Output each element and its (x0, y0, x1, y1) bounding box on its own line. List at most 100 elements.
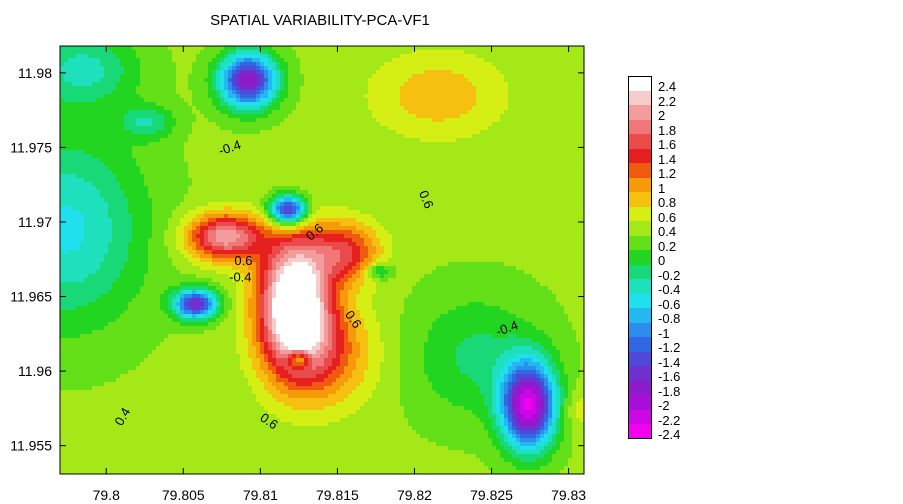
legend-label: 1.2 (658, 166, 677, 181)
legend-item: -1.8 (628, 380, 828, 399)
legend-label: -1.6 (658, 369, 681, 384)
y-tick-label: 11.975 (10, 139, 52, 155)
y-tick-label: 11.965 (10, 289, 52, 305)
legend-item: -0.8 (628, 308, 828, 326)
legend-item: 1.2 (628, 163, 828, 181)
legend-label: -0.6 (658, 296, 681, 312)
legend-swatch (628, 264, 652, 279)
legend-item: -2.2 (628, 409, 828, 428)
legend-item: -1.4 (628, 351, 828, 370)
legend-item: -1.6 (628, 366, 828, 384)
x-tick-label: 79.8 (93, 487, 120, 503)
x-tick-label: 79.82 (397, 487, 432, 503)
legend-item: -1 (628, 322, 828, 341)
legend-label: 0 (658, 253, 666, 268)
legend-swatch (628, 148, 652, 163)
y-tick-label: 11.96 (18, 363, 52, 379)
x-tick-label: 79.83 (551, 487, 586, 503)
legend-swatch (628, 105, 652, 120)
legend-label: -0.8 (658, 311, 681, 326)
legend-label: 0.2 (658, 238, 677, 254)
plot-area: -0.4 0.6 0.6 0.6 -0.4 0.6 -0.4 0.4 0.6 79.8 79.80… (10, 45, 586, 503)
legend-label: -2 (658, 398, 670, 413)
legend-label: 1.6 (658, 137, 677, 152)
legend-label: 2.2 (658, 93, 677, 109)
legend-label: -1.2 (658, 340, 681, 355)
contour-label: -0.4 (229, 270, 251, 285)
legend-swatch (628, 293, 652, 308)
legend-swatch (628, 250, 652, 265)
legend-item: -2 (628, 395, 828, 413)
x-tick-label: 79.805 (162, 487, 205, 503)
y-axis: 11.98 11.975 11.97 11.965 11.96 11.955 (10, 65, 584, 454)
legend-item: 1.4 (628, 148, 828, 167)
legend-swatch (628, 380, 652, 395)
legend-label: 0.4 (658, 224, 677, 239)
legend-label: -1 (658, 325, 670, 341)
legend-item: -2.4 (628, 424, 828, 442)
legend-swatch (628, 90, 652, 105)
legend-swatch (628, 337, 652, 352)
legend-swatch (628, 308, 652, 323)
legend-swatch (628, 163, 652, 178)
legend-item: 0.8 (628, 192, 828, 210)
legend-item: 2.4 (628, 76, 828, 94)
legend-swatch (628, 192, 652, 207)
contour-label: 0.6 (416, 188, 437, 210)
legend-swatch (628, 395, 652, 410)
legend-label: -0.2 (658, 267, 681, 283)
y-tick-label: 11.97 (18, 214, 52, 230)
legend-item: 1.8 (628, 119, 828, 138)
legend-label: 0.6 (658, 209, 677, 225)
x-tick-label: 79.825 (470, 487, 513, 503)
legend-swatch (628, 221, 652, 236)
legend-label: -1.4 (658, 354, 681, 370)
legend-label: 0.8 (658, 195, 677, 210)
legend-swatch (628, 134, 652, 149)
legend-item: -0.2 (628, 264, 828, 283)
legend-swatch (628, 351, 652, 366)
contour-fill-layer (60, 46, 585, 475)
x-tick-label: 79.81 (243, 487, 278, 503)
chart-title: SPATIAL VARIABILITY-PCA-VF1 (210, 12, 430, 29)
legend-label: -0.4 (658, 282, 681, 297)
legend-label: 2.4 (658, 79, 677, 94)
legend-item: 0.2 (628, 235, 828, 254)
legend-label: 1.8 (658, 122, 677, 138)
legend-swatch (628, 409, 652, 424)
legend-item: 0 (628, 250, 828, 268)
legend-item: 2 (628, 105, 828, 123)
legend-item: -0.4 (628, 279, 828, 297)
legend-swatch (628, 424, 652, 439)
legend-swatch (628, 119, 652, 134)
legend-swatch (628, 279, 652, 294)
legend-item: 1 (628, 177, 828, 196)
legend-label: -1.8 (658, 383, 681, 399)
contour-label: -0.4 (494, 317, 520, 339)
legend-item: 1.6 (628, 134, 828, 152)
legend-label: 1 (658, 180, 666, 196)
legend-label: -2.4 (658, 427, 681, 442)
legend-swatch (628, 206, 652, 221)
legend-item: 2.2 (628, 90, 828, 109)
contour-plot: -0.40.60.60.6-0.40.6 -0.40.4 0.6 79.8 79.80… (10, 45, 586, 503)
legend-item: 0.6 (628, 206, 828, 225)
legend-swatch (628, 235, 652, 250)
x-tick-label: 79.815 (316, 487, 359, 503)
y-tick-label: 11.98 (18, 65, 52, 81)
legend-label: 2 (658, 108, 666, 123)
legend-label: -2.2 (658, 412, 681, 428)
contour-label: -0.4 (217, 137, 243, 158)
legend-swatch (628, 76, 652, 91)
legend-item: -0.6 (628, 293, 828, 312)
legend-swatch (628, 366, 652, 381)
legend-item: -1.2 (628, 337, 828, 355)
legend-swatch (628, 177, 652, 192)
y-tick-label: 11.955 (10, 438, 52, 454)
contour-label: 0.6 (234, 253, 252, 268)
x-axis: 79.8 79.805 79.81 79.815 79.82 79.825 79.83 (93, 46, 586, 503)
legend-label: 1.4 (658, 151, 677, 167)
plot-border (59, 45, 585, 475)
legend-item: 0.4 (628, 221, 828, 239)
legend-swatch (628, 322, 652, 337)
